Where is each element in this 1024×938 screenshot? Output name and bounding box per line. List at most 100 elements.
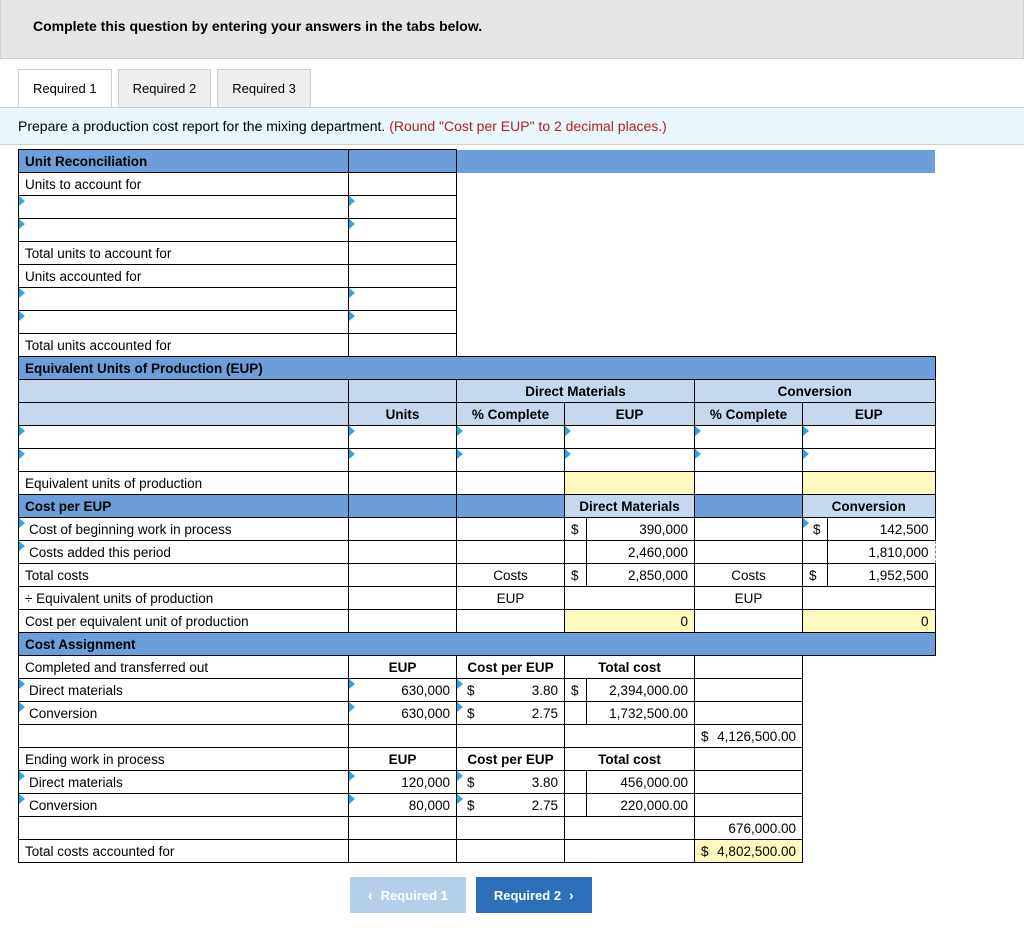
input-blank[interactable] [349, 219, 457, 242]
tab-required-1[interactable]: Required 1 [18, 69, 112, 107]
label-total-units-accounted: Total units accounted for [19, 334, 349, 357]
next-label: Required 2 [494, 888, 561, 903]
tabs-row: Required 1 Required 2 Required 3 [18, 69, 1024, 107]
eup-conv-total [803, 472, 936, 495]
val-grand-total: $4,802,500.00 [695, 840, 803, 863]
section-cost-per-eup: Cost per EUP [19, 495, 349, 518]
label-units-accounted-for: Units accounted for [19, 265, 349, 288]
val-ewip-conv-cost: 220,000.00 [587, 794, 695, 817]
input-blank[interactable] [695, 449, 803, 472]
tab-required-2[interactable]: Required 2 [118, 69, 212, 107]
val-conv-added: 1,810,000 [827, 541, 935, 564]
val-cto-conv-cost: 1,732,500.00 [587, 702, 695, 725]
label-cost-begin-wip[interactable]: Cost of beginning work in process [19, 518, 349, 541]
val-dm-added: 2,460,000 [587, 541, 695, 564]
colhdr-pct-complete-2: % Complete [695, 403, 803, 426]
label-ending-wip: Ending work in process [19, 748, 349, 771]
val-ewip-dm-eup[interactable]: 120,000 [349, 771, 457, 794]
colhdr-conv-2: Conversion [803, 495, 936, 518]
val-ewip-subtotal: 676,000.00 [695, 817, 803, 840]
label-ewip-conv[interactable]: Conversion [19, 794, 349, 817]
input-blank[interactable] [19, 311, 349, 334]
currency-symbol: $ [565, 679, 587, 702]
label-total-units-to-account: Total units to account for [19, 242, 349, 265]
colhdr-totalcost-ca: Total cost [565, 656, 695, 679]
colhdr-dm-2: Direct Materials [565, 495, 695, 518]
input-blank[interactable] [457, 426, 565, 449]
label-eup-of-prod: Equivalent units of production [19, 472, 349, 495]
colhdr-totalcost-ewip: Total cost [565, 748, 695, 771]
currency-symbol: $ [565, 518, 587, 541]
label-costs-added[interactable]: Costs added this period [19, 541, 349, 564]
val-conv-total: 1,952,500 [827, 564, 935, 587]
label-total-costs-acct: Total costs accounted for [19, 840, 349, 863]
val-conv-cpeu: 0 [803, 610, 936, 633]
next-button[interactable]: Required 2 › [476, 877, 592, 913]
colhdr-direct-materials: Direct Materials [457, 380, 695, 403]
input-blank[interactable] [565, 426, 695, 449]
colhdr-cpe-ca: Cost per EUP [457, 656, 565, 679]
input-blank[interactable] [19, 426, 349, 449]
val-ewip-conv-eup[interactable]: 80,000 [349, 794, 457, 817]
label-costs-2: Costs [695, 564, 803, 587]
colhdr-cpe-ewip: Cost per EUP [457, 748, 565, 771]
currency-symbol: $ [803, 564, 828, 587]
prompt-bar: Prepare a production cost report for the… [0, 107, 1024, 145]
nav-row: ‹ Required 1 Required 2 › [350, 877, 1024, 913]
val-cto-conv-eup[interactable]: 630,000 [349, 702, 457, 725]
val-ewip-dm-cost: 456,000.00 [587, 771, 695, 794]
label-cto-dm[interactable]: Direct materials [19, 679, 349, 702]
label-costs: Costs [457, 564, 565, 587]
label-units-to-account: Units to account for [19, 173, 349, 196]
eup-dm-total [565, 472, 695, 495]
label-ewip-dm[interactable]: Direct materials [19, 771, 349, 794]
report-table: Unit Reconciliation Units to account for… [18, 149, 936, 863]
val-dm-total: 2,850,000 [587, 564, 695, 587]
input-blank[interactable] [349, 288, 457, 311]
input-blank[interactable] [19, 288, 349, 311]
input-blank[interactable] [457, 449, 565, 472]
section-eup: Equivalent Units of Production (EUP) [19, 357, 936, 380]
val-cto-subtotal: $4,126,500.00 [695, 725, 803, 748]
colhdr-units: Units [349, 403, 457, 426]
input-blank[interactable] [349, 196, 457, 219]
colhdr-eup-ewip: EUP [349, 748, 457, 771]
input-blank[interactable] [349, 426, 457, 449]
input-blank[interactable] [803, 449, 936, 472]
prompt-text: Prepare a production cost report for the… [18, 118, 389, 134]
section-cost-assign: Cost Assignment [19, 633, 936, 656]
prev-label: Required 1 [381, 888, 448, 903]
label-eup-div-2: EUP [695, 587, 803, 610]
val-dm-begin: 390,000 [587, 518, 695, 541]
section-unit-rec: Unit Reconciliation [19, 150, 349, 173]
input-blank[interactable] [803, 426, 936, 449]
input-blank[interactable] [349, 449, 457, 472]
chevron-left-icon: ‹ [368, 887, 373, 903]
val-cto-dm-cost: 2,394,000.00 [587, 679, 695, 702]
label-div-eup: ÷ Equivalent units of production [19, 587, 349, 610]
label-eup-div: EUP [457, 587, 565, 610]
prev-button[interactable]: ‹ Required 1 [350, 877, 466, 913]
label-cto-conv[interactable]: Conversion [19, 702, 349, 725]
colhdr-pct-complete: % Complete [457, 403, 565, 426]
prompt-note: (Round "Cost per EUP" to 2 decimal place… [389, 118, 667, 134]
val-cto-conv-rate[interactable]: $2.75 [457, 702, 565, 725]
input-blank[interactable] [349, 311, 457, 334]
input-blank[interactable] [19, 449, 349, 472]
label-completed-out: Completed and transferred out [19, 656, 349, 679]
val-ewip-dm-rate[interactable]: $3.80 [457, 771, 565, 794]
tab-required-3[interactable]: Required 3 [217, 69, 311, 107]
colhdr-conversion: Conversion [695, 380, 936, 403]
val-ewip-conv-rate[interactable]: $2.75 [457, 794, 565, 817]
input-blank[interactable] [19, 219, 349, 242]
label-cost-per-eq-unit: Cost per equivalent unit of production [19, 610, 349, 633]
val-cto-dm-eup[interactable]: 630,000 [349, 679, 457, 702]
input-blank[interactable] [695, 426, 803, 449]
colhdr-eup-2: EUP [803, 403, 936, 426]
val-dm-cpeu: 0 [565, 610, 695, 633]
input-blank[interactable] [19, 196, 349, 219]
currency-symbol[interactable]: $ [803, 518, 828, 541]
val-cto-dm-rate[interactable]: $3.80 [457, 679, 565, 702]
input-blank[interactable] [565, 449, 695, 472]
instruction-banner: Complete this question by entering your … [0, 0, 1024, 59]
